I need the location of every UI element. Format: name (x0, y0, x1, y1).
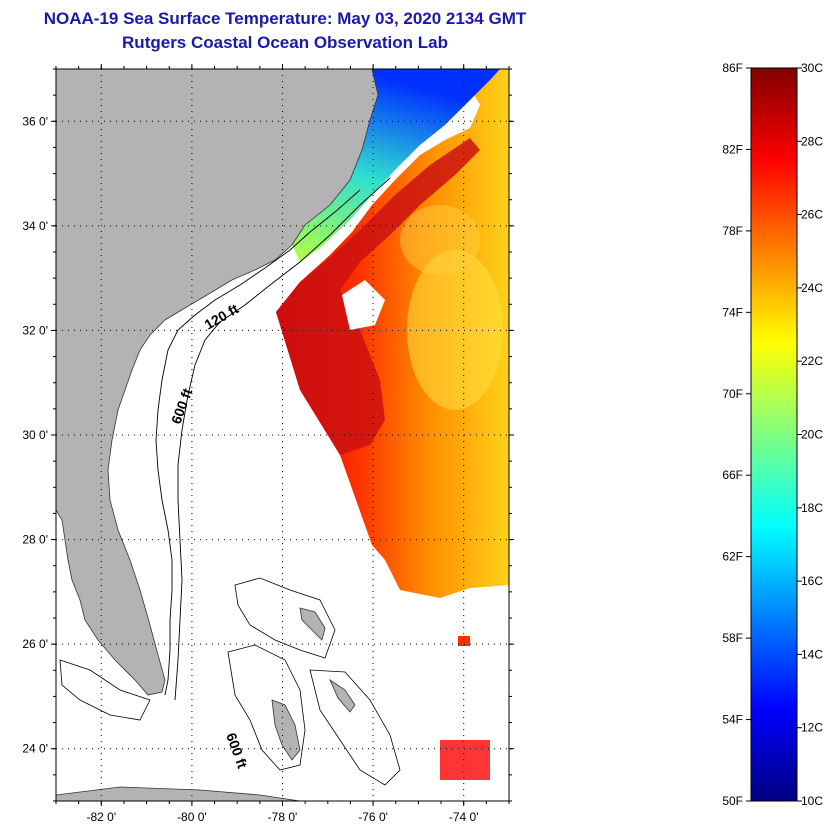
lat-tick-label: 34 0' (22, 219, 48, 233)
contour-bahamas-3 (309, 669, 401, 786)
north-shelf-water (290, 69, 500, 262)
colorbar-label-c: 10C (801, 794, 823, 808)
colorbar (750, 67, 798, 802)
sst-patch-south-2 (458, 636, 470, 646)
colorbar-label-c: 24C (801, 281, 823, 295)
lon-tick-label: -78 0' (268, 810, 298, 824)
lon-tick-label: -80 0' (177, 810, 207, 824)
sst-swath (276, 69, 509, 598)
lake-okeechobee (146, 593, 164, 615)
colorbar-label-c: 12C (801, 721, 823, 735)
lat-tick-label: 24 0' (22, 742, 48, 756)
warm-patch (407, 250, 503, 410)
land-bahamas-andros (271, 699, 301, 761)
gulf-stream-core (276, 138, 480, 455)
contour-600ft (174, 177, 391, 701)
colorbar-label-c: 22C (801, 354, 823, 368)
land-bahamas-abaco (299, 607, 326, 641)
lat-tick-label: 36 0' (22, 114, 48, 128)
land-us-southeast (56, 69, 379, 696)
colorbar-label-f: 82F (722, 142, 743, 156)
colorbar-label-c: 20C (801, 428, 823, 442)
colorbar-label-f: 66F (722, 468, 743, 482)
map-title: NOAA-19 Sea Surface Temperature: May 03,… (43, 9, 527, 28)
contour-bahamas-1 (234, 577, 336, 659)
colorbar-label-f: 54F (722, 713, 743, 727)
colorbar-label-c: 26C (801, 208, 823, 222)
colorbar-label-f: 62F (722, 550, 743, 564)
contour-florida-keys (59, 659, 151, 721)
colorbar-label-c: 14C (801, 647, 823, 661)
contour-bahamas-2 (227, 644, 306, 771)
land-bahamas-eleuthera (329, 678, 356, 713)
sst-patch-south (440, 740, 490, 780)
lat-tick-label: 30 0' (22, 428, 48, 442)
colorbar-label-c: 18C (801, 501, 823, 515)
colorbar-label-f: 74F (722, 305, 743, 319)
colorbar-label-f: 50F (722, 794, 743, 808)
colorbar-label-c: 16C (801, 574, 823, 588)
lat-tick-label: 32 0' (22, 323, 48, 337)
colorbar-label-f: 86F (722, 61, 743, 75)
colorbar-label-f: 78F (722, 224, 743, 238)
warm-patch-2 (400, 205, 480, 275)
land-cuba (56, 786, 301, 801)
colorbar-label-f: 58F (722, 631, 743, 645)
contour-120ft (155, 189, 361, 696)
colorbar-label-c: 28C (801, 134, 823, 148)
cloud-gap (342, 280, 385, 330)
colorbar-label-f: 70F (722, 387, 743, 401)
colorbar-label-c: 30C (801, 61, 823, 75)
lon-tick-label: -82 0' (86, 810, 116, 824)
lat-tick-label: 28 0' (22, 533, 48, 547)
lon-tick-label: -74 0' (449, 810, 479, 824)
lon-tick-label: -76 0' (358, 810, 388, 824)
lat-tick-label: 26 0' (22, 637, 48, 651)
map-subtitle: Rutgers Coastal Ocean Observation Lab (122, 33, 448, 52)
